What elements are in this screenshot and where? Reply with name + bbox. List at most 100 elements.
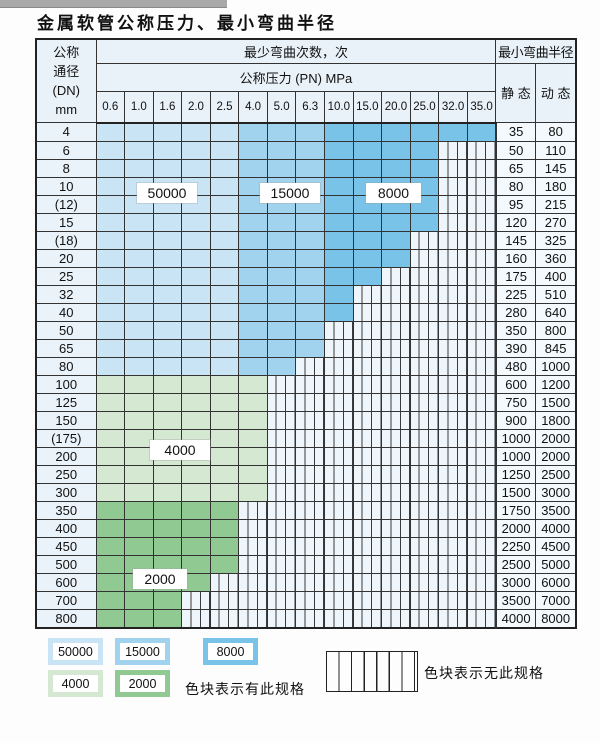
spec-cell-pn-2.5 [209,518,240,538]
pn-column-header-2.5: 2.5 [209,90,240,124]
table-row-dn-300: 300 1500 3000 [35,482,577,502]
pn-column-header-4.0: 4.0 [238,90,268,124]
no-spec-cell-pn-2.0 [181,608,211,628]
spec-cell-pn-15.0 [352,266,383,286]
no-spec-cell-pn-32.0 [438,572,468,592]
no-spec-cell-pn-10.0 [324,446,354,466]
spec-cell-pn-0.6 [95,140,126,160]
spec-cell-pn-20.0 [381,248,411,268]
spec-cell-pn-2.5 [209,482,240,502]
no-spec-cell-pn-4.0 [238,518,268,538]
bend-cycles-label-50000: 50000 [137,183,197,203]
legend-swatch-2000: 2000 [115,670,170,697]
pn-column-header-2.0: 2.0 [181,90,211,124]
dynamic-radius-value: 3500 [535,500,577,520]
spec-cell-pn-6.3 [295,320,325,340]
spec-cell-pn-2.0 [181,374,211,394]
no-spec-cell-pn-32.0 [438,230,468,250]
dn-value: 500 [35,554,97,574]
spec-cell-pn-0.6 [95,518,126,538]
dn-value: (18) [35,230,97,250]
spec-cell-pn-15.0 [352,248,383,268]
static-radius-value: 1250 [494,464,537,484]
spec-cell-pn-15.0 [352,212,383,232]
spec-cell-pn-1.6 [152,158,183,178]
no-spec-cell-pn-5.0 [266,536,297,556]
dn-value: 600 [35,572,97,592]
spec-cell-pn-4.0 [238,428,268,448]
no-spec-cell-pn-32.0 [438,194,468,214]
spec-cell-pn-1.0 [124,374,154,394]
spec-cell-pn-5.0 [266,122,297,142]
no-spec-cell-pn-15.0 [352,572,383,592]
spec-cell-pn-1.6 [152,140,183,160]
no-spec-cell-pn-10.0 [324,518,354,538]
no-spec-cell-pn-32.0 [438,212,468,232]
no-spec-cell-pn-15.0 [352,464,383,484]
legend-no-spec-swatch [326,651,418,692]
no-spec-cell-pn-25.0 [409,446,440,466]
spec-cell-pn-0.6 [95,590,126,610]
spec-cell-pn-0.6 [95,248,126,268]
dynamic-column-header: 动 态 [535,62,577,123]
no-spec-cell-pn-6.3 [295,464,325,484]
dynamic-radius-value: 510 [535,284,577,304]
spec-cell-pn-2.5 [209,410,240,430]
no-spec-cell-pn-6.3 [295,590,325,610]
static-radius-value: 480 [494,356,537,376]
no-spec-cell-pn-2.0 [181,590,211,610]
no-spec-cell-pn-20.0 [381,464,411,484]
no-spec-cell-pn-35.0 [466,482,497,502]
no-spec-cell-pn-32.0 [438,284,468,304]
no-spec-cell-pn-25.0 [409,338,440,358]
spec-cell-pn-0.6 [95,194,126,214]
spec-cell-pn-4.0 [238,482,268,502]
spec-cell-pn-2.5 [209,284,240,304]
table-row-dn-100: 100 600 1200 [35,374,577,394]
table-row-dn-20: 20 160 360 [35,248,577,268]
no-spec-cell-pn-32.0 [438,140,468,160]
spec-cell-pn-5.0 [266,230,297,250]
spec-cell-pn-6.3 [295,212,325,232]
spec-cell-pn-0.6 [95,212,126,232]
dynamic-radius-value: 3000 [535,482,577,502]
spec-cell-pn-4.0 [238,248,268,268]
dn-value: 65 [35,338,97,358]
no-spec-cell-pn-32.0 [438,446,468,466]
no-spec-cell-pn-32.0 [438,518,468,538]
spec-cell-pn-1.0 [124,356,154,376]
no-spec-cell-pn-4.0 [238,608,268,628]
spec-cell-pn-2.5 [209,392,240,412]
spec-cell-pn-1.0 [124,428,154,448]
spec-cell-pn-2.0 [181,266,211,286]
dn-value: 300 [35,482,97,502]
no-spec-cell-pn-5.0 [266,572,297,592]
no-spec-cell-pn-10.0 [324,374,354,394]
spec-cell-pn-2.5 [209,320,240,340]
dn-value: 80 [35,356,97,376]
no-spec-cell-pn-35.0 [466,284,497,304]
static-radius-value: 1000 [494,446,537,466]
dn-value: 100 [35,374,97,394]
dynamic-radius-value: 400 [535,266,577,286]
spec-cell-pn-5.0 [266,140,297,160]
spec-cell-pn-1.0 [124,284,154,304]
spec-cell-pn-1.0 [124,212,154,232]
spec-cell-pn-1.6 [152,212,183,232]
static-radius-value: 65 [494,158,537,178]
no-spec-cell-pn-20.0 [381,518,411,538]
spec-cell-pn-0.6 [95,122,126,142]
spec-cell-pn-6.3 [295,122,325,142]
spec-cell-pn-1.0 [124,140,154,160]
no-spec-cell-pn-35.0 [466,320,497,340]
no-spec-cell-pn-20.0 [381,536,411,556]
dn-value: 15 [35,212,97,232]
spec-cell-pn-2.0 [181,482,211,502]
legend-swatch-50000: 50000 [48,638,103,665]
no-spec-cell-pn-6.3 [295,572,325,592]
dynamic-radius-value: 325 [535,230,577,250]
no-spec-cell-pn-10.0 [324,428,354,448]
table-row-dn-350: 350 1750 3500 [35,500,577,520]
table-row-dn-15: 15 120 270 [35,212,577,232]
dn-value: 700 [35,590,97,610]
